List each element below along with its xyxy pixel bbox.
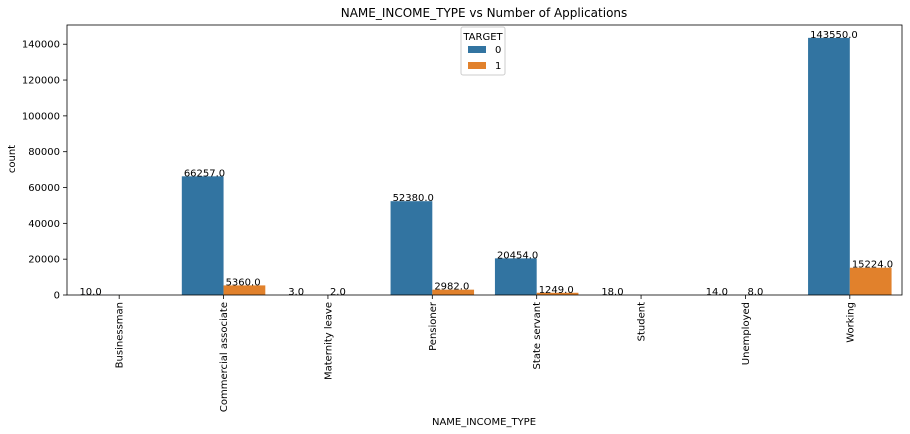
bar-1: [432, 289, 475, 295]
data-label: 66257.0: [184, 168, 225, 179]
data-label: 8.0: [747, 287, 763, 298]
legend-swatch: [468, 62, 486, 69]
legend-swatch: [468, 46, 486, 53]
y-tick-label: 60000: [28, 183, 60, 194]
legend-title: TARGET: [462, 32, 503, 43]
y-tick-label: 40000: [28, 219, 60, 230]
bar-0: [494, 258, 537, 295]
bars: [77, 37, 892, 295]
x-tick-label: Pensioner: [428, 301, 439, 351]
x-axis-label: NAME_INCOME_TYPE: [432, 417, 536, 428]
plot-border: [66, 24, 903, 296]
bar-1: [849, 267, 892, 295]
legend: TARGET 01: [460, 26, 506, 76]
x-axis: Businessman Commercial associate Maternity…: [115, 295, 856, 412]
y-axis-label: count: [7, 145, 18, 173]
x-tick-label: Student: [637, 302, 648, 341]
plot-frame: [66, 24, 903, 296]
data-label: 1249.0: [539, 285, 574, 296]
x-tick-label: Maternity leave: [323, 302, 334, 380]
y-tick-label: 0: [54, 291, 60, 302]
bar-1: [536, 292, 579, 295]
legend-label: 1: [495, 61, 501, 72]
bar-0: [808, 37, 850, 295]
x-tick-label: Commercial associate: [219, 302, 230, 412]
data-label: 143550.0: [810, 30, 858, 41]
legend-items: 01: [468, 45, 501, 72]
x-tick-label: Businessman: [115, 302, 126, 368]
chart-title: NAME_INCOME_TYPE vs Number of Applicatio…: [341, 6, 628, 20]
data-label: 10.0: [79, 287, 101, 298]
data-label: 5360.0: [226, 277, 261, 288]
y-tick-label: 100000: [22, 111, 60, 122]
y-tick-label: 120000: [22, 76, 60, 87]
y-tick-label: 80000: [28, 147, 60, 158]
bar-1: [223, 285, 266, 295]
data-label: 20454.0: [497, 250, 538, 261]
data-label: 3.0: [288, 287, 304, 298]
data-label: 2982.0: [434, 282, 469, 293]
y-axis: 0 20000 40000 60000 80000 100000 120000 140000: [22, 40, 67, 302]
data-label: 18.0: [601, 287, 623, 298]
data-label: 2.0: [330, 287, 346, 298]
y-tick-label: 140000: [22, 40, 60, 51]
x-tick-label: Working: [845, 302, 856, 343]
bar-0: [181, 176, 224, 295]
x-tick-label: Unemployed: [741, 302, 752, 365]
data-label: 14.0: [706, 287, 728, 298]
x-tick-label: State servant: [532, 302, 543, 370]
bar-0: [390, 201, 433, 295]
data-label: 52380.0: [393, 193, 434, 204]
y-tick-label: 20000: [28, 255, 60, 266]
data-label: 15224.0: [852, 260, 893, 271]
legend-label: 0: [495, 45, 501, 56]
